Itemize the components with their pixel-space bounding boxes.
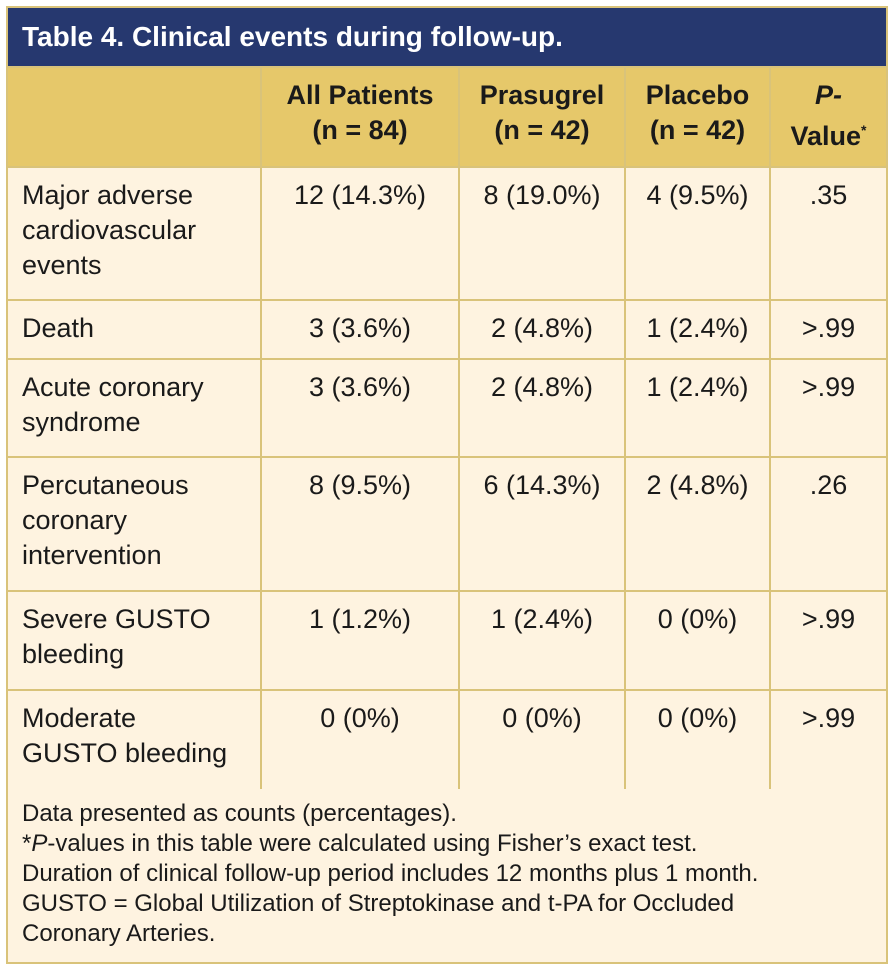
header-all-patients-label: All Patients — [286, 80, 434, 110]
cell-all-patients: 3 (3.6%) — [260, 299, 460, 360]
row-label-line: Death — [22, 313, 95, 343]
header-row: All Patients (n = 84) Prasugrel (n = 42)… — [8, 66, 886, 168]
row-label-line: syndrome — [22, 407, 141, 437]
footnote-p-italic: P — [31, 830, 48, 857]
cell-all-patients: 8 (9.5%) — [260, 456, 460, 592]
header-prasugrel-label: Prasugrel — [479, 80, 605, 110]
table-row: Moderate GUSTO bleeding 0 (0%) 0 (0%) 0 … — [8, 689, 886, 791]
header-prasugrel-n: (n = 42) — [494, 115, 590, 145]
cell-placebo: 1 (2.4%) — [624, 299, 771, 360]
cell-prasugrel: 2 (4.8%) — [458, 299, 626, 360]
footnote-gusto-definition-cont: Coronary Arteries. — [22, 920, 216, 947]
row-label-line: intervention — [22, 540, 162, 570]
header-p-value-label: Value* — [775, 113, 882, 154]
row-label-line: Acute coronary — [22, 372, 204, 402]
cell-placebo: 2 (4.8%) — [624, 456, 771, 592]
cell-all-patients: 1 (1.2%) — [260, 590, 460, 691]
table-container: Table 4. Clinical events during follow-u… — [6, 6, 888, 964]
table-title: Table 4. Clinical events during follow-u… — [8, 8, 886, 66]
header-prasugrel: Prasugrel (n = 42) — [458, 66, 626, 168]
cell-p-value: >.99 — [769, 299, 886, 360]
cell-all-patients: 12 (14.3%) — [260, 166, 460, 301]
header-all-patients: All Patients (n = 84) — [260, 66, 460, 168]
row-label-line: coronary — [22, 505, 128, 535]
clinical-events-table: All Patients (n = 84) Prasugrel (n = 42)… — [8, 66, 886, 791]
cell-p-value: .35 — [769, 166, 886, 301]
header-placebo-n: (n = 42) — [649, 115, 746, 145]
cell-p-value: .26 — [769, 456, 886, 592]
row-label: Acute coronary syndrome — [8, 358, 262, 458]
cell-prasugrel: 8 (19.0%) — [458, 166, 626, 301]
cell-p-value: >.99 — [769, 358, 886, 458]
row-label: Severe GUSTO bleeding — [8, 590, 262, 691]
cell-placebo: 0 (0%) — [624, 590, 771, 691]
table-footnotes: Data presented as counts (percentages). … — [8, 789, 886, 962]
row-label: Major adverse cardiovascular events — [8, 166, 262, 301]
row-label-line: events — [22, 250, 102, 280]
header-p-value-star: * — [861, 122, 867, 138]
cell-prasugrel: 2 (4.8%) — [458, 358, 626, 458]
row-label: Moderate GUSTO bleeding — [8, 689, 262, 791]
cell-p-value: >.99 — [769, 590, 886, 691]
row-label-line: GUSTO bleeding — [22, 738, 228, 768]
footnote-duration: Duration of clinical follow-up period in… — [22, 860, 759, 887]
row-label-line: bleeding — [22, 639, 125, 669]
row-label-line: Major adverse — [22, 180, 194, 210]
header-placebo-label: Placebo — [645, 80, 750, 110]
header-p-value-word: Value — [790, 121, 862, 151]
cell-prasugrel: 0 (0%) — [458, 689, 626, 791]
header-p-value: P- Value* — [769, 66, 886, 168]
header-all-patients-n: (n = 84) — [312, 115, 408, 145]
header-placebo: Placebo (n = 42) — [624, 66, 771, 168]
table-row: Acute coronary syndrome 3 (3.6%) 2 (4.8%… — [8, 358, 886, 458]
table-row: Percutaneous coronary intervention 8 (9.… — [8, 456, 886, 592]
cell-p-value: >.99 — [769, 689, 886, 791]
footnote-p-values: *P-values in this table were calculated … — [22, 829, 872, 859]
row-label-line: Percutaneous — [22, 470, 189, 500]
cell-all-patients: 3 (3.6%) — [260, 358, 460, 458]
row-label-line: cardiovascular — [22, 215, 197, 245]
header-event — [8, 66, 262, 168]
cell-placebo: 0 (0%) — [624, 689, 771, 791]
table-row: Major adverse cardiovascular events 12 (… — [8, 166, 886, 301]
table-row: Severe GUSTO bleeding 1 (1.2%) 1 (2.4%) … — [8, 590, 886, 691]
table-row: Death 3 (3.6%) 2 (4.8%) 1 (2.4%) >.99 — [8, 299, 886, 360]
footnote-gusto-definition: GUSTO = Global Utilization of Streptokin… — [22, 890, 735, 917]
cell-prasugrel: 1 (2.4%) — [458, 590, 626, 691]
row-label-line: Moderate — [22, 703, 137, 733]
footnote-data-format: Data presented as counts (percentages). — [22, 800, 457, 827]
footnote-p-text: -values in this table were calculated us… — [47, 830, 698, 857]
footnote-star: * — [22, 830, 32, 857]
row-label-line: Severe GUSTO — [22, 604, 211, 634]
cell-all-patients: 0 (0%) — [260, 689, 460, 791]
cell-prasugrel: 6 (14.3%) — [458, 456, 626, 592]
row-label: Percutaneous coronary intervention — [8, 456, 262, 592]
cell-placebo: 1 (2.4%) — [624, 358, 771, 458]
row-label: Death — [8, 299, 262, 360]
cell-placebo: 4 (9.5%) — [624, 166, 771, 301]
header-p-value-p: P- — [815, 80, 842, 110]
